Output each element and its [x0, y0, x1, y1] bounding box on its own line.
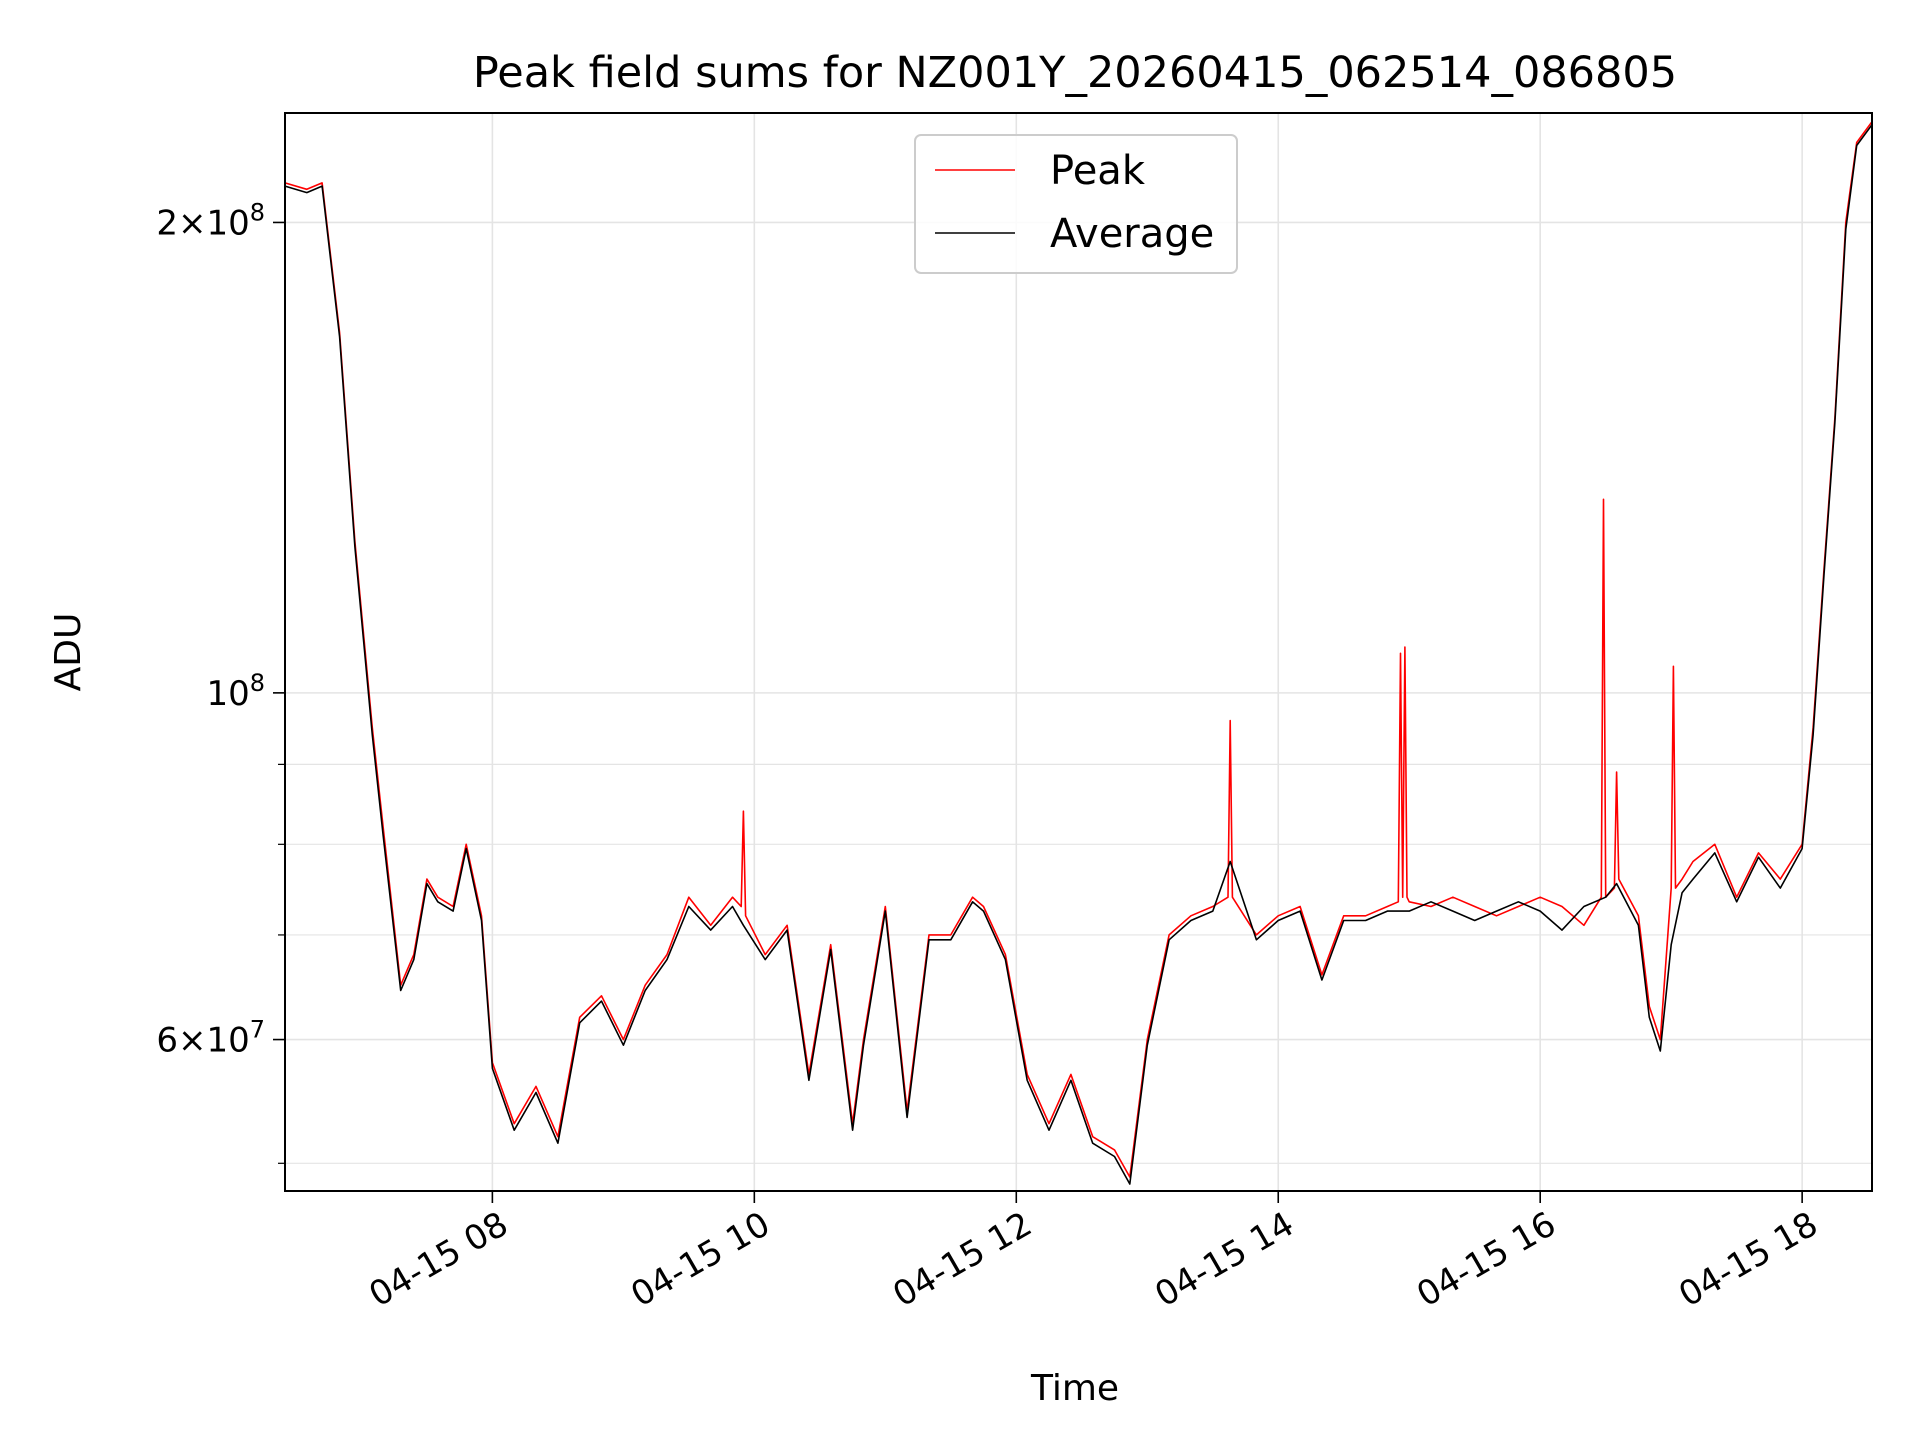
- plot-frame: [284, 112, 1873, 1192]
- y-axis-label: ADU: [48, 613, 89, 692]
- series-line-average: [284, 124, 1873, 1185]
- chart-title: Peak field sums for NZ001Y_20260415_0625…: [473, 48, 1677, 98]
- series-layer: [284, 121, 1873, 1185]
- y-tick-label: 108: [206, 669, 265, 714]
- legend: Peak Average: [914, 134, 1238, 274]
- series-line-peak: [284, 121, 1873, 1178]
- grid-lines: [285, 113, 1872, 1191]
- y-axis: 6×107 108 2×108: [156, 198, 285, 1164]
- y-tick-label: 6×107: [156, 1016, 265, 1061]
- legend-label-average: Average: [1050, 211, 1214, 257]
- y-tick-label: 2×108: [156, 198, 265, 243]
- x-axis-label: Time: [1030, 1368, 1119, 1409]
- legend-label-peak: Peak: [1050, 148, 1146, 194]
